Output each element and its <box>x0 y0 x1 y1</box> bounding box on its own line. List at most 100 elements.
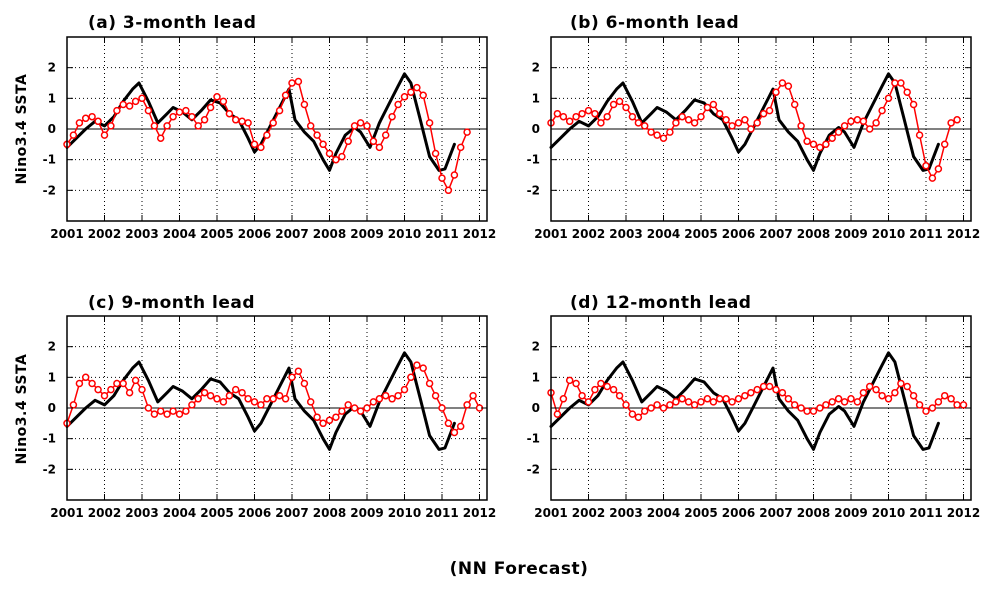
panel-b-xtick-label: 2007 <box>759 227 792 241</box>
panel-b-forecast-point <box>584 106 593 115</box>
panel-a-forecast-point <box>319 140 327 149</box>
panel-c-ytick-label: 1 <box>48 370 56 384</box>
panel-d-forecast-point <box>597 379 605 388</box>
panel-b-forecast-point <box>853 116 862 124</box>
panel-a-forecast-point <box>463 128 471 136</box>
panel-b-forecast-point <box>934 165 943 173</box>
panel-a-forecast-point <box>225 109 234 118</box>
panel-d-forecast-point <box>953 401 961 409</box>
panel-d-forecast-point <box>653 401 661 409</box>
panel-d-forecast-point <box>928 404 937 412</box>
panel-c-forecast-point <box>388 395 396 403</box>
panel-a-xtick-label: 2002 <box>88 227 121 241</box>
panel-c-forecast-point <box>294 367 303 375</box>
panel-d-xtick-label: 2009 <box>834 506 867 520</box>
panel-a-forecast-point <box>238 117 246 126</box>
panel-c-forecast-point <box>231 385 240 394</box>
panel-d-xtick-label: 2001 <box>534 506 567 520</box>
panel-c-forecast-point <box>344 401 352 409</box>
panel-a-forecast-point <box>188 112 196 121</box>
panel-d-forecast-point <box>559 395 568 403</box>
panel-a-forecast-point <box>431 149 440 158</box>
panel-c-forecast-point <box>219 398 228 406</box>
panel-b-forecast-point <box>622 103 630 112</box>
panel-a-forecast-point <box>182 106 190 115</box>
panel-b-forecast-point <box>878 106 886 115</box>
panel-b-forecast-point <box>578 109 586 118</box>
panel-c-forecast-point <box>213 395 221 403</box>
panel-c-forecast-point <box>131 376 140 385</box>
panel-d-forecast-point <box>553 410 562 418</box>
panel-a-forecast-point <box>407 88 415 96</box>
panel-d-forecast-point <box>709 398 718 406</box>
panel-c-forecast-point <box>188 401 196 409</box>
panel-b-forecast-point <box>647 128 655 136</box>
panel-a-forecast-point <box>244 119 252 127</box>
panel-c-forecast-point <box>269 395 277 403</box>
panel-d-forecast-point <box>772 385 780 394</box>
panel-b-forecast-point <box>816 143 824 152</box>
panel-c-forecast-point <box>238 388 246 397</box>
panel-d-forecast-point <box>884 395 893 403</box>
panel-c: (c) 9-month lead Nino3.4 SSTA 2001 2002 20… <box>14 293 496 520</box>
panel-a-xtick-label: 2007 <box>275 227 308 241</box>
panel-c-forecast-point <box>175 410 184 418</box>
panel-c-forecast-point <box>125 388 134 397</box>
panel-c-forecast-point <box>369 398 378 406</box>
panel-b-ytick-label: 0 <box>532 122 540 136</box>
panel-b-forecast-point <box>947 119 955 127</box>
panel-c-forecast-point <box>81 373 90 382</box>
panel-b-ytick-label: 1 <box>532 91 540 105</box>
panel-d-forecast-point <box>690 401 699 409</box>
panel-c-xtick-label: 2005 <box>200 506 233 520</box>
panel-c-forecast-point <box>425 379 434 388</box>
panel-c-forecast-point <box>456 422 465 431</box>
panel-a-forecast-point <box>107 122 115 130</box>
panel-c-forecast-point <box>419 364 427 372</box>
panel-b-forecast-point <box>884 94 893 103</box>
panel-c-forecast-point <box>119 379 127 388</box>
panel-d-forecast-point <box>572 379 580 388</box>
panel-c-forecast-point <box>319 419 327 428</box>
panel-b-forecast-point <box>847 117 855 126</box>
panel-a: (a) 3-month lead Nino3.4 SSTA 2001 2002 20… <box>14 13 496 241</box>
panel-c-xtick-label: 2012 <box>463 506 496 520</box>
panel-d-forecast-point <box>715 395 724 403</box>
panel-c-forecast-point <box>100 391 109 400</box>
panel-c-forecast-point <box>325 416 334 425</box>
panel-d-forecast-point <box>934 398 943 406</box>
panel-b-xtick-label: 2001 <box>534 227 567 241</box>
panel-d-xtick-label: 2012 <box>947 506 980 520</box>
panel-c-ytick-label: -1 <box>43 432 56 446</box>
panel-d-forecast-point <box>603 382 611 391</box>
panel-a-forecast-point <box>231 116 240 124</box>
panel-c-forecast-point <box>438 404 446 412</box>
panel-d-forecast-point <box>628 410 637 418</box>
panel-a-forecast-point <box>250 140 259 149</box>
panel-a-forecast-point <box>88 112 96 121</box>
panel-d-forecast-point <box>903 382 911 391</box>
panel-d-observed-line <box>549 351 940 451</box>
panel-a-forecast-point <box>356 119 365 127</box>
panel-c-forecast-point <box>413 361 421 369</box>
panel-d-forecast-point <box>666 401 674 409</box>
panel-d-forecast-point <box>959 401 968 409</box>
panel-d-forecast-point <box>565 376 574 385</box>
panel-a-forecast-point <box>444 186 453 195</box>
panel-b-xtick-label: 2008 <box>797 227 830 241</box>
panel-c-xtick-label: 2011 <box>425 506 458 520</box>
panel-b-title: (b) 6-month lead <box>570 13 739 33</box>
panel-a-forecast-point <box>213 93 221 101</box>
panel-c-forecast-point <box>138 385 146 394</box>
panel-c-forecast-point <box>107 385 115 394</box>
panel-a-xtick-label: 2001 <box>50 227 83 241</box>
panel-b-forecast-point <box>684 116 693 124</box>
panel-a-xtick-label: 2009 <box>350 227 383 241</box>
panel-b-forecast-point <box>628 112 637 121</box>
panel-b-forecast-point <box>747 125 755 133</box>
panel-b-forecast-point <box>784 82 793 90</box>
panel-c-observed-line <box>65 351 456 451</box>
panel-d-forecast-point <box>672 398 680 406</box>
panel-b-forecast-point <box>797 122 805 130</box>
panel-a-xtick-label: 2006 <box>238 227 271 241</box>
